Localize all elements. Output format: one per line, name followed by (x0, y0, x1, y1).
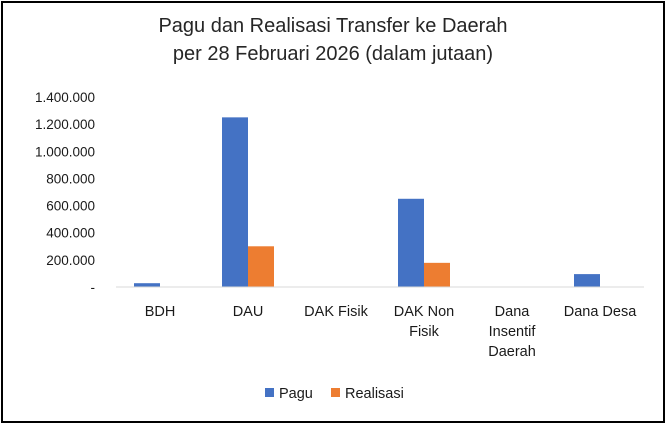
bar-realisasi (248, 246, 274, 287)
legend-swatch (331, 388, 340, 397)
x-tick-label: DAK Non Fisik (394, 304, 454, 340)
legend-label: Realisasi (345, 386, 404, 402)
y-tick-label: - (91, 280, 96, 295)
bar-pagu (574, 274, 600, 287)
legend-label: Pagu (279, 386, 313, 402)
bars (134, 117, 600, 287)
x-axis-labels: BDH DAU DAK Fisik DAK Non Fisik Dana Insentif D… (145, 304, 638, 360)
x-tick-label: DAU (233, 304, 264, 320)
legend-swatch (265, 388, 274, 397)
x-tick-label: DAK Fisik (304, 304, 368, 320)
x-tick-label: Dana Desa (564, 304, 637, 320)
y-axis: - 200.000 400.000 600.000 800.000 1.000.000 1.… (35, 90, 95, 295)
legend: Pagu Realisasi (265, 386, 404, 402)
y-tick-label: 800.000 (46, 171, 95, 186)
chart-frame (1, 1, 665, 423)
bar-pagu (398, 198, 424, 287)
y-tick-label: 1.000.000 (35, 144, 95, 159)
y-tick-label: 1.200.000 (35, 117, 95, 132)
bar-pagu (134, 283, 160, 287)
y-tick-label: 200.000 (46, 253, 95, 268)
chart-subtitle: per 28 Februari 2026 (dalam jutaan) (173, 43, 493, 65)
bar-pagu (222, 117, 248, 287)
chart-title: Pagu dan Realisasi Transfer ke Daerah (158, 15, 507, 37)
y-tick-label: 1.400.000 (35, 90, 95, 105)
y-tick-label: 600.000 (46, 199, 95, 214)
y-tick-label: 400.000 (46, 226, 95, 241)
x-tick-label: Dana Insentif Daerah (488, 304, 536, 360)
bar-realisasi (424, 262, 450, 287)
x-tick-label: BDH (145, 304, 176, 320)
